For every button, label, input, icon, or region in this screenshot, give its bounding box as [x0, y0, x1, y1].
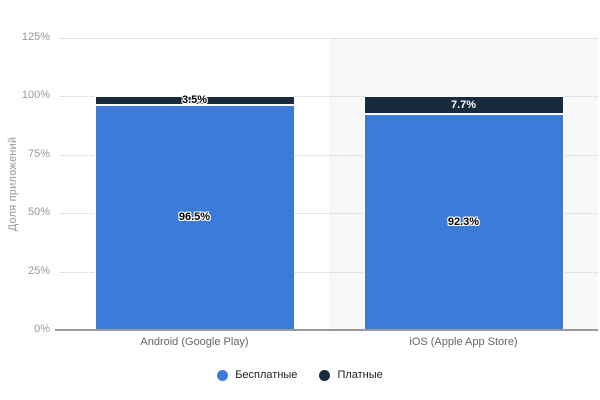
legend-item[interactable]: Платные: [319, 369, 383, 381]
y-tick-label: 100%: [21, 89, 50, 102]
bar-segment[interactable]: 96.5%: [94, 104, 295, 330]
gridline: [60, 38, 598, 39]
x-axis-label: iOS (Apple App Store): [409, 336, 518, 348]
gridline: [60, 154, 598, 156]
y-tick-label: 75%: [27, 147, 50, 160]
y-tick-label: 0%: [34, 323, 50, 335]
y-axis-title: Доля приложений: [0, 38, 26, 330]
legend-dot-icon: [319, 369, 331, 381]
bar-value-label: 92.3%: [447, 215, 480, 228]
gridline: [60, 213, 598, 215]
y-tick-label: 25%: [27, 264, 50, 277]
legend-label: Платные: [337, 369, 383, 381]
bar-value-label: 96.5%: [178, 210, 211, 223]
legend-label: Бесплатные: [235, 369, 298, 381]
y-tick-label: 50%: [27, 206, 50, 219]
legend-dot-icon: [217, 369, 229, 381]
bar-value-label: 3.5%: [181, 94, 208, 107]
bar-value-label: 7.7%: [450, 98, 477, 111]
bar-segment[interactable]: 3.5%: [94, 94, 295, 107]
y-tick-label: 125%: [21, 31, 50, 43]
gridline: [60, 271, 598, 273]
legend-item[interactable]: Бесплатные: [217, 369, 297, 381]
bar-segment[interactable]: 92.3%: [363, 114, 564, 330]
bar-segment[interactable]: 7.7%: [363, 96, 564, 115]
legend: Бесплатные Платные: [0, 369, 600, 381]
x-axis-label: Android (Google Play): [140, 336, 249, 348]
gridline: [60, 96, 598, 98]
plot-area: 96.5% 3.5% 92.3% 7.7%: [55, 38, 598, 331]
x-axis-line: [55, 329, 598, 331]
